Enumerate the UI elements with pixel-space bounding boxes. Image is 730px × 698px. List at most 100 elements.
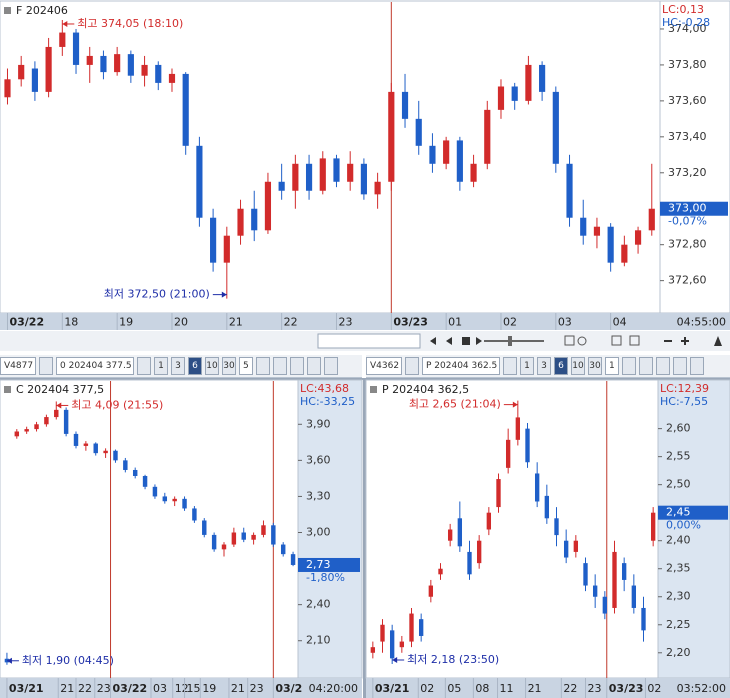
annotation: 최저 1,90 (04:45) [22, 654, 114, 667]
candle-body [100, 55, 107, 73]
candle-body [305, 163, 313, 191]
period-button[interactable]: 30 [588, 357, 602, 375]
candle-body [241, 532, 246, 540]
arrow-head [6, 657, 12, 664]
candle-body [593, 226, 601, 236]
scroll-track[interactable] [317, 333, 421, 349]
candle-body [650, 512, 656, 541]
candle-body [505, 439, 511, 468]
code-field[interactable]: V4362 [366, 357, 402, 375]
x-tick-label: 22 [284, 316, 298, 329]
y-tick-label: 372,80 [668, 238, 707, 251]
tool-button[interactable] [255, 357, 270, 375]
x-tick-label: 23 [588, 682, 602, 695]
candle-body [470, 163, 477, 182]
x-tick-label: 20 [174, 316, 188, 329]
candle-body [525, 428, 530, 463]
code-field[interactable]: V4877 [0, 357, 36, 375]
candle-body [127, 54, 134, 76]
search-button[interactable] [405, 357, 419, 375]
last-price: 373,00 [668, 202, 707, 215]
candle-body [264, 181, 272, 231]
candle-body [114, 54, 121, 73]
y-tick-label: 373,40 [668, 130, 707, 143]
period-button[interactable]: 6 [554, 357, 568, 375]
x-tick-label: 03/21 [375, 682, 410, 695]
x-tick-label: 22 [563, 682, 577, 695]
period-button[interactable]: 1 [154, 357, 168, 375]
symbol-field[interactable]: 0 202404 377.5 [56, 357, 134, 375]
candle-body [563, 540, 569, 558]
y-tick-label: 3,00 [306, 526, 331, 539]
dropdown[interactable] [137, 357, 151, 375]
candle-body [113, 450, 118, 461]
candle-body [554, 518, 559, 536]
candle-body [34, 424, 39, 430]
x-tick-label: 03/23 [393, 316, 428, 329]
tool-button[interactable] [289, 357, 304, 375]
candle-body [251, 534, 256, 540]
candle-body [409, 613, 414, 642]
candle-body [511, 86, 518, 101]
y-tick-label: 2,30 [666, 590, 691, 603]
tool-button[interactable] [306, 357, 321, 375]
search-button[interactable] [39, 357, 53, 375]
arrow-head [221, 291, 227, 298]
candle-body [429, 145, 436, 164]
tool-button[interactable] [638, 357, 653, 375]
candle-body [83, 443, 89, 446]
period-button[interactable]: 30 [222, 357, 236, 375]
scroll-buttons[interactable] [430, 335, 722, 346]
y-tick-label: 2,60 [666, 422, 691, 435]
plot-area [365, 379, 659, 679]
candle-body [552, 91, 559, 164]
dropdown[interactable] [503, 357, 517, 375]
count-field[interactable]: 5 [239, 357, 253, 375]
candle-body [347, 163, 354, 182]
tool-button[interactable] [272, 357, 287, 375]
count-field[interactable]: 1 [605, 357, 619, 375]
x-tick-label: 05 [447, 682, 461, 695]
candle-body [231, 532, 237, 545]
symbol-field[interactable]: P 202404 362.5 [422, 357, 500, 375]
candle-body [141, 64, 148, 76]
tool-button[interactable] [621, 357, 636, 375]
candle-body [123, 460, 128, 470]
candle-body [182, 73, 189, 146]
candle-body [251, 208, 258, 231]
candle-body [515, 417, 521, 440]
tool-button[interactable] [689, 357, 704, 375]
period-button[interactable]: 10 [205, 357, 219, 375]
candle-body [4, 79, 11, 98]
candle-body [447, 529, 453, 541]
candle-body [196, 145, 203, 218]
chart-panel: 03/22 18 19 20 21 22 23 03/23 01 02 03 04 04:55:00 37… [0, 0, 730, 330]
x-axis-strip [0, 678, 362, 698]
candle-body [621, 244, 628, 263]
y-tick-label: 374,00 [668, 22, 707, 35]
last-price-box [658, 505, 728, 520]
tool-button[interactable] [672, 357, 687, 375]
period-button[interactable]: 10 [571, 357, 585, 375]
last-change: -0,07% [668, 215, 707, 228]
period-button[interactable]: 6 [188, 357, 202, 375]
candle-body [534, 473, 540, 502]
tool-button[interactable] [323, 357, 338, 375]
divider [0, 378, 730, 380]
time-label: 04:55:00 [677, 316, 726, 329]
candle-body [192, 508, 197, 521]
y-tick-label: 2,40 [666, 534, 691, 547]
candle-body [607, 226, 614, 263]
period-button[interactable]: 3 [171, 357, 185, 375]
period-button[interactable]: 3 [537, 357, 551, 375]
tool-button[interactable] [655, 357, 670, 375]
candle-body [641, 607, 646, 631]
candle-body [271, 525, 276, 545]
candle-body [54, 409, 59, 418]
period-button[interactable]: 1 [520, 357, 534, 375]
x-tick-label: 22 [78, 682, 92, 695]
candle-body [14, 431, 20, 437]
last-price-box [660, 201, 728, 216]
candle-body [497, 86, 505, 110]
